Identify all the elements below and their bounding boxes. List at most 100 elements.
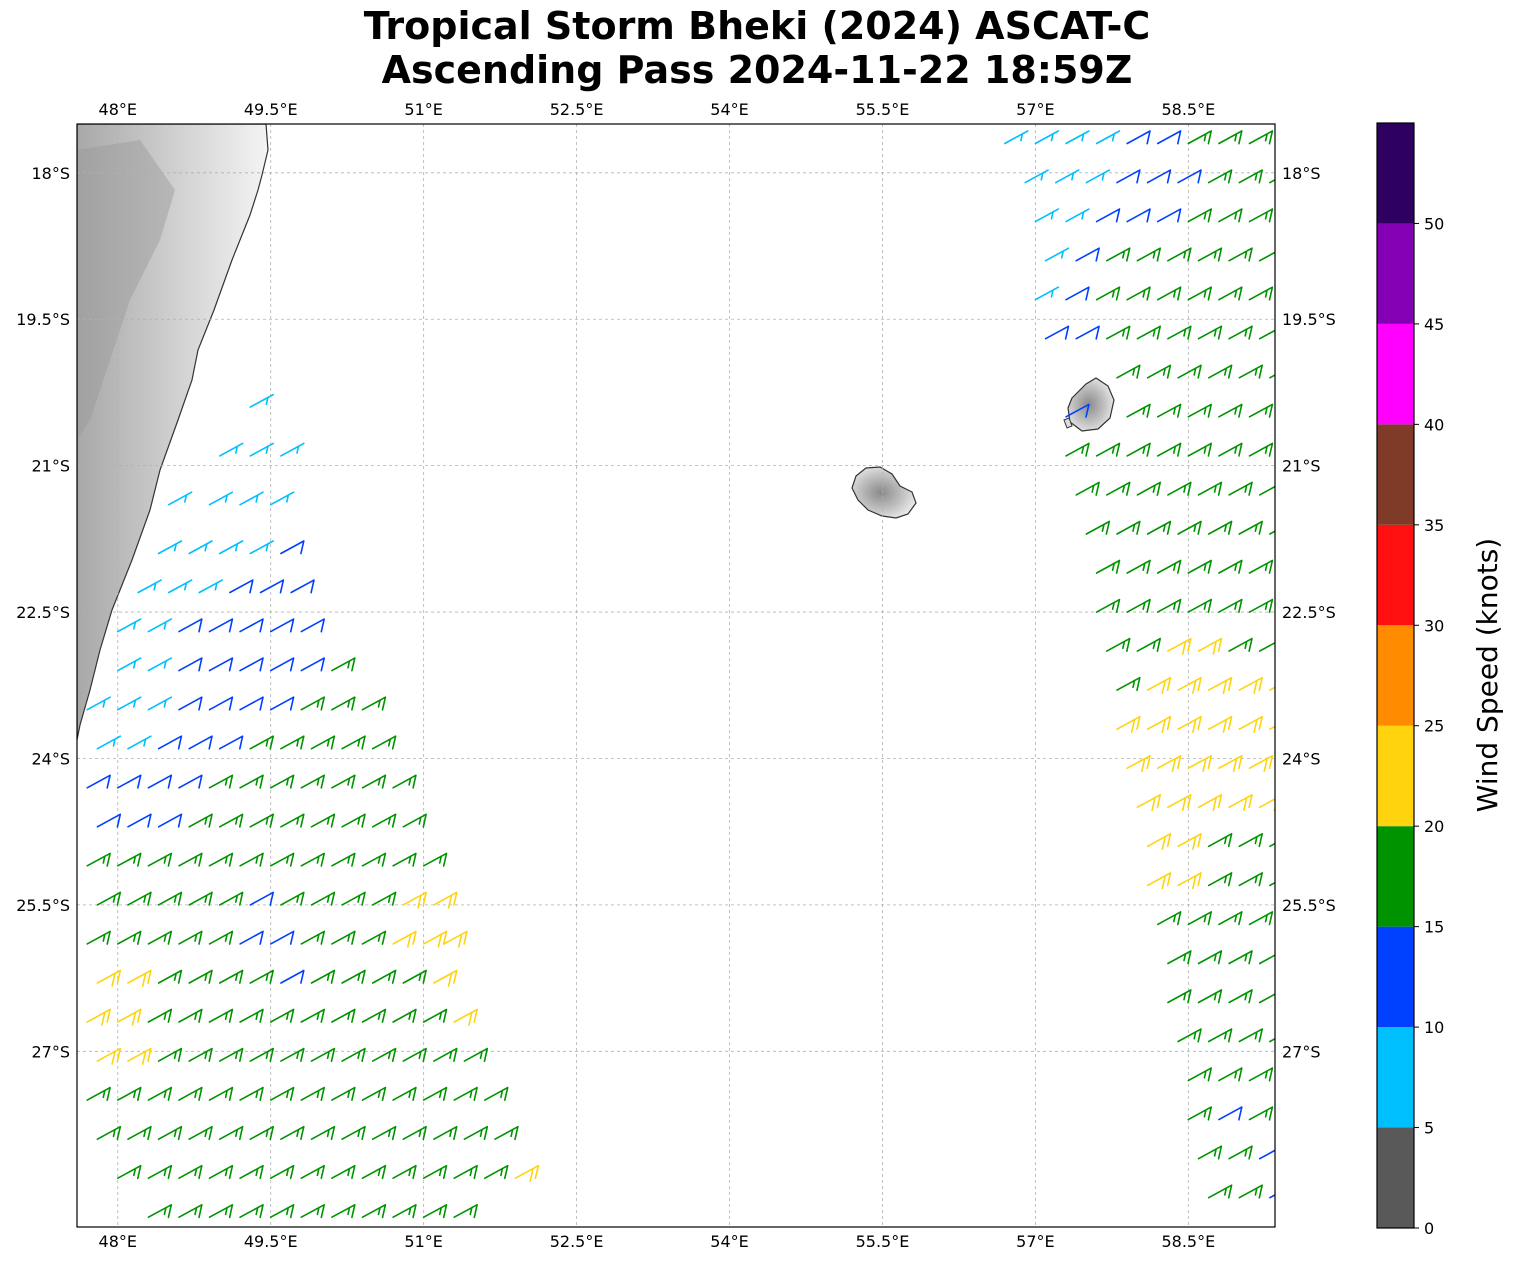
wind-barb bbox=[514, 1164, 540, 1182]
wind-barb bbox=[1095, 208, 1121, 223]
wind-barb bbox=[371, 735, 397, 750]
wind-barb bbox=[218, 735, 244, 750]
wind-barb bbox=[1116, 676, 1141, 692]
wind-barb bbox=[280, 891, 305, 906]
wind-barb bbox=[1269, 530, 1275, 535]
wind-barb bbox=[361, 930, 387, 945]
wind-barb bbox=[1177, 1028, 1202, 1043]
wind-barb bbox=[1156, 442, 1182, 457]
lon-tick-label-bottom: 52.5°E bbox=[550, 1232, 604, 1251]
wind-barb bbox=[208, 657, 234, 672]
wind-barb bbox=[1187, 208, 1212, 223]
wind-barb bbox=[96, 969, 122, 987]
wind-barb bbox=[300, 1008, 325, 1023]
longitude-ticks: 48°E 48°E 49.5°E 49.5°E 51°E 51°E 52.5°E 52.5°E… bbox=[99, 100, 1216, 1251]
wind-barb bbox=[218, 1047, 244, 1062]
wind-barb bbox=[218, 969, 244, 984]
wind-barb bbox=[1269, 1194, 1275, 1199]
wind-barb bbox=[433, 969, 458, 987]
wind-barb bbox=[1269, 1037, 1275, 1043]
lon-tick-label-bottom: 58.5°E bbox=[1161, 1232, 1215, 1251]
wind-barb bbox=[433, 1047, 458, 1062]
wind-barb bbox=[422, 852, 448, 867]
chart-title: Tropical Storm Bheki (2024) ASCAT-C Asce… bbox=[0, 4, 1514, 92]
wind-barb bbox=[371, 1125, 397, 1141]
wind-barb bbox=[300, 1164, 325, 1180]
wind-barb bbox=[117, 1008, 142, 1026]
wind-barb bbox=[453, 1086, 478, 1101]
wind-barb bbox=[280, 1047, 305, 1062]
colorbar-bin bbox=[1377, 625, 1414, 726]
wind-barb bbox=[1228, 1145, 1253, 1160]
wind-barb bbox=[147, 618, 173, 633]
wind-barb bbox=[1136, 247, 1161, 262]
wind-barb bbox=[290, 579, 315, 594]
wind-barb bbox=[1207, 364, 1233, 379]
wind-barb bbox=[422, 1086, 448, 1101]
wind-barb bbox=[188, 540, 213, 555]
wind-barb bbox=[331, 1086, 356, 1101]
wind-barb bbox=[1167, 325, 1192, 340]
wind-barb bbox=[402, 891, 427, 909]
wind-barb bbox=[331, 1008, 356, 1023]
wind-barb bbox=[341, 1125, 366, 1141]
wind-barb bbox=[117, 930, 142, 945]
wind-barb bbox=[1177, 520, 1202, 535]
wind-barb bbox=[1116, 520, 1141, 535]
wind-barb bbox=[1207, 715, 1233, 733]
wind-barb bbox=[453, 1204, 478, 1219]
wind-barb bbox=[402, 969, 427, 984]
wind-barb bbox=[208, 696, 234, 711]
wind-barb bbox=[269, 491, 295, 506]
lon-tick-label-bottom: 57°E bbox=[1016, 1232, 1054, 1251]
gridlines bbox=[77, 124, 1275, 1227]
wind-barb bbox=[1248, 559, 1274, 574]
wind-barb bbox=[341, 813, 366, 828]
wind-barb bbox=[147, 1086, 173, 1101]
wind-barb bbox=[1258, 993, 1275, 1004]
wind-barb bbox=[300, 852, 325, 867]
wind-barb bbox=[178, 618, 203, 633]
wind-barb bbox=[433, 1125, 458, 1141]
wind-barb bbox=[310, 813, 336, 828]
wind-barb bbox=[208, 1204, 234, 1219]
wind-barb bbox=[86, 1008, 111, 1026]
wind-barb bbox=[269, 1008, 295, 1023]
reunion-island bbox=[851, 466, 917, 519]
wind-barb bbox=[1207, 520, 1233, 535]
wind-barb bbox=[463, 1125, 489, 1141]
wind-barb bbox=[269, 1086, 295, 1101]
wind-barb bbox=[168, 579, 193, 594]
lon-tick-label-top: 58.5°E bbox=[1161, 100, 1215, 119]
wind-barb bbox=[269, 930, 295, 945]
wind-barb bbox=[96, 891, 122, 906]
colorbar-bin bbox=[1377, 424, 1414, 525]
wind-barb bbox=[1126, 208, 1151, 223]
wind-barb bbox=[1044, 247, 1070, 262]
wind-barb bbox=[178, 1204, 203, 1219]
wind-barb bbox=[392, 1164, 417, 1180]
wind-barb bbox=[280, 969, 305, 984]
wind-barb bbox=[86, 696, 111, 711]
wind-barb bbox=[1228, 989, 1253, 1004]
wind-barb bbox=[147, 852, 173, 867]
wind-barb bbox=[310, 891, 336, 906]
colorbar-bins bbox=[1377, 123, 1414, 1228]
wind-barb bbox=[1258, 485, 1275, 496]
wind-barb bbox=[280, 442, 305, 457]
wind-barb bbox=[147, 930, 173, 945]
lon-tick-label-bottom: 55.5°E bbox=[856, 1232, 910, 1251]
wind-barb bbox=[453, 1008, 478, 1026]
lon-tick-label-top: 48°E bbox=[99, 100, 137, 119]
wind-barb bbox=[269, 1204, 295, 1219]
wind-barb bbox=[1218, 598, 1243, 613]
wind-barb bbox=[361, 696, 387, 711]
wind-barb bbox=[484, 1164, 509, 1180]
wind-barb bbox=[157, 735, 183, 750]
wind-barb bbox=[310, 969, 336, 984]
wind-barb bbox=[1269, 725, 1275, 730]
colorbar-tick-label: 5 bbox=[1424, 1119, 1434, 1138]
wind-barb bbox=[331, 774, 356, 789]
wind-barb bbox=[1095, 442, 1121, 457]
wind-barb bbox=[1177, 169, 1202, 184]
